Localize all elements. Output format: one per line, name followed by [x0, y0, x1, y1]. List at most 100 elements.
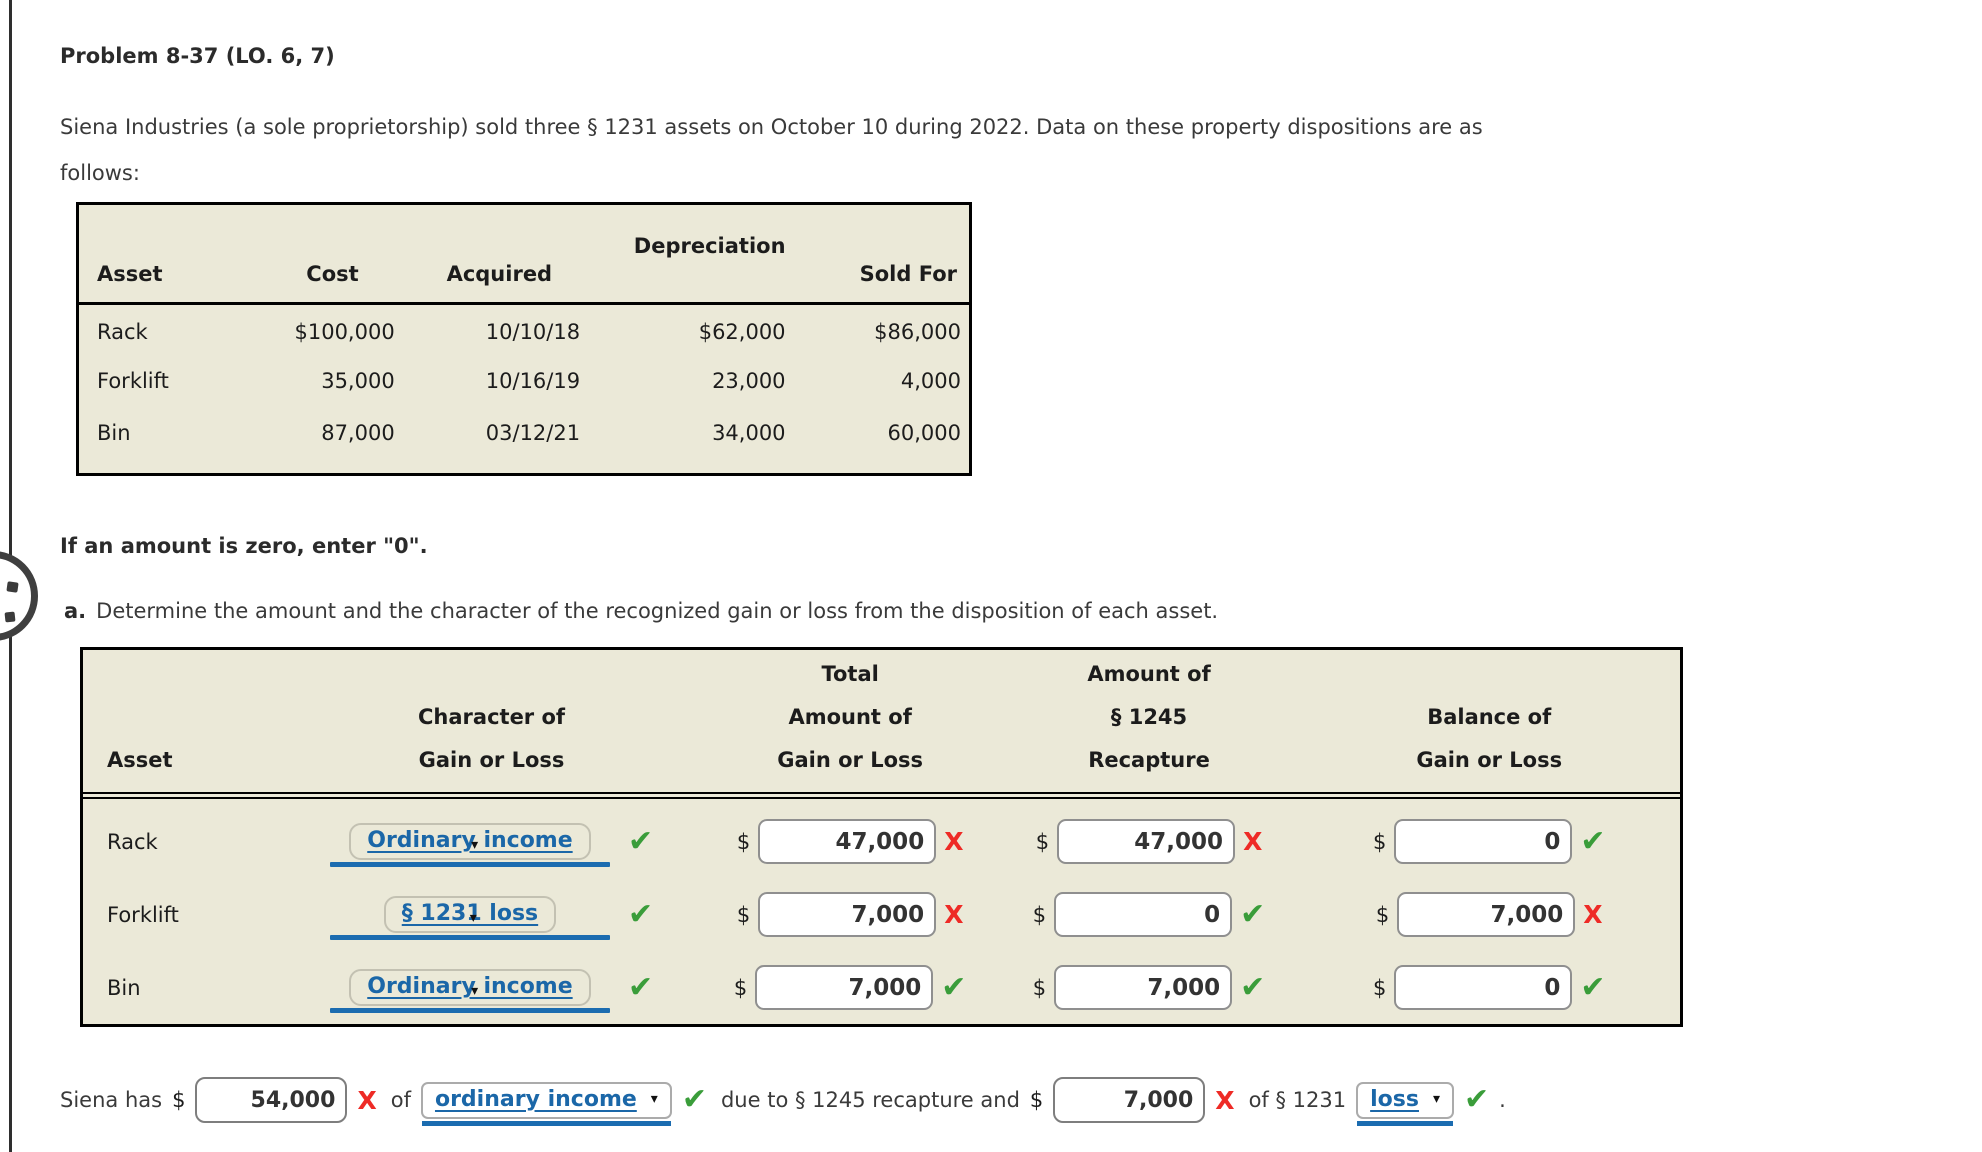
problem-intro: Siena Industries (a sole proprietorship)… — [60, 104, 1483, 196]
grade-mark-icon: ✔ — [627, 896, 654, 932]
data-table-header-row: Asset Cost Acquired Depreciation Sold Fo… — [79, 205, 969, 305]
dollar-sign: $ — [736, 902, 751, 927]
table-row: Bin 87,000 03/12/21 34,000 60,000 — [79, 407, 969, 459]
cell-cost: 87,000 — [321, 421, 395, 445]
recapture-input[interactable] — [1057, 819, 1236, 864]
loss-character-select[interactable]: loss ▾ — [1356, 1081, 1455, 1126]
cell-cost: 35,000 — [321, 369, 395, 393]
answer-row-bin: Bin Ordinary income ▾ ✔ $ ✔ — [83, 951, 1680, 1024]
part-a-prompt: a. Determine the amount and the character… — [64, 599, 1218, 623]
header-balance-of-gain-or-loss: Balance of Gain or Loss — [1416, 705, 1563, 772]
answer-table-header: Asset Character of Gain or Loss Total Am… — [83, 650, 1680, 799]
ordinary-income-amount-input[interactable] — [195, 1077, 348, 1123]
answer-table: Asset Character of Gain or Loss Total Am… — [80, 647, 1683, 1027]
cell-cost: $100,000 — [294, 319, 395, 344]
cell-asset: Rack — [97, 319, 148, 344]
cell-sold-for: $86,000 — [874, 319, 961, 344]
grade-mark-icon: ✔ — [1580, 823, 1606, 859]
character-select[interactable]: Ordinary income ▾ — [329, 823, 610, 867]
cell-asset: Forklift — [97, 369, 169, 393]
header-1245-recapture: Amount of § 1245 Recapture — [1087, 662, 1211, 772]
part-a-text: Determine the amount and the character o… — [96, 599, 1219, 623]
dollar-sign: $ — [1032, 975, 1047, 1000]
cell-asset: Bin — [97, 421, 131, 445]
problem-title: Problem 8-37 (LO. 6, 7) — [60, 44, 335, 68]
grade-mark-icon: X — [1243, 827, 1263, 856]
dollar-sign: $ — [1029, 1088, 1044, 1112]
character-select[interactable]: Ordinary income ▾ — [329, 969, 610, 1013]
header-character-of-gain-or-loss: Character of Gain or Loss — [418, 705, 566, 772]
total-gain-input[interactable] — [758, 892, 937, 937]
cell-depreciation: $62,000 — [698, 319, 786, 344]
dollar-sign: $ — [1372, 829, 1387, 854]
recapture-input[interactable] — [1054, 892, 1233, 937]
side-panel-toggle-icon[interactable] — [0, 551, 38, 641]
section-1231-amount-input[interactable] — [1053, 1077, 1206, 1123]
zero-instruction: If an amount is zero, enter "0". — [60, 534, 428, 558]
recapture-input[interactable] — [1054, 965, 1233, 1010]
row-label: Forklift — [107, 902, 179, 927]
grade-mark-icon: ✔ — [681, 1082, 707, 1117]
summary-middle: due to § 1245 recapture and — [720, 1088, 1020, 1112]
character-select[interactable]: § 1231 loss ▾ — [329, 896, 610, 940]
balance-input[interactable] — [1397, 892, 1576, 937]
intro-line: Siena Industries (a sole proprietorship)… — [60, 115, 1483, 139]
cell-acquired: 03/12/21 — [485, 421, 581, 445]
total-gain-input[interactable] — [755, 965, 934, 1010]
grade-mark-icon: ✔ — [1580, 969, 1606, 1005]
dollar-sign: $ — [1375, 902, 1390, 927]
row-label: Rack — [107, 829, 158, 854]
grade-mark-icon: X — [1583, 900, 1603, 929]
chevron-down-icon: ▾ — [471, 982, 479, 999]
cell-sold-for: 60,000 — [887, 421, 961, 445]
dollar-sign: $ — [736, 829, 751, 854]
grade-mark-icon: ✔ — [1464, 1082, 1490, 1117]
chevron-down-icon: ▾ — [1432, 1091, 1441, 1107]
answer-row-forklift: Forklift § 1231 loss ▾ ✔ $ X — [83, 878, 1680, 951]
chevron-down-icon: ▾ — [469, 909, 477, 926]
dollar-sign: $ — [172, 1088, 186, 1112]
cell-acquired: 10/10/18 — [485, 319, 581, 344]
grade-mark-icon: ✔ — [627, 969, 654, 1005]
cell-depreciation: 23,000 — [712, 369, 786, 393]
income-character-select[interactable]: ordinary income ▾ — [420, 1081, 672, 1126]
total-gain-input[interactable] — [758, 819, 937, 864]
balance-input[interactable] — [1394, 819, 1573, 864]
table-row: Forklift 35,000 10/16/19 23,000 4,000 — [79, 355, 969, 407]
dollar-sign: $ — [1372, 975, 1387, 1000]
table-row: Rack $100,000 10/10/18 $62,000 $86,000 — [79, 303, 969, 355]
row-label: Bin — [107, 975, 141, 1000]
dollar-sign: $ — [1035, 829, 1050, 854]
header-cost: Cost — [244, 205, 395, 305]
header-acquired: Acquired — [394, 205, 581, 305]
summary-sentence: Siena has $ X of ordinary income ▾ ✔ due… — [60, 1075, 1506, 1126]
summary-lead: Siena has — [60, 1088, 163, 1112]
grade-mark-icon: ✔ — [941, 969, 967, 1005]
chevron-down-icon: ▾ — [471, 836, 479, 853]
cell-depreciation: 34,000 — [712, 421, 786, 445]
part-a-label: a. — [64, 599, 87, 623]
header-asset: Asset — [79, 205, 245, 305]
header-total-amount-of-gain-or-loss: Total Amount of Gain or Loss — [777, 662, 924, 772]
summary-of: of — [390, 1088, 411, 1112]
header-asset: Asset — [107, 748, 173, 772]
summary-of-1231: of § 1231 — [1248, 1088, 1347, 1112]
grade-mark-icon: X — [944, 900, 964, 929]
cell-sold-for: 4,000 — [900, 369, 961, 393]
header-sold-for: Sold For — [785, 205, 969, 305]
summary-period: . — [1499, 1088, 1506, 1112]
dollar-sign: $ — [733, 975, 748, 1000]
intro-line: follows: — [60, 161, 140, 185]
grade-mark-icon: X — [1215, 1085, 1235, 1115]
answer-row-rack: Rack Ordinary income ▾ ✔ $ X — [83, 805, 1680, 878]
header-depreciation: Depreciation — [580, 205, 786, 305]
toggle-dot-icon — [4, 611, 16, 623]
chevron-down-icon: ▾ — [650, 1091, 658, 1107]
asset-data-table: Asset Cost Acquired Depreciation Sold Fo… — [76, 202, 972, 476]
balance-input[interactable] — [1394, 965, 1573, 1010]
cell-acquired: 10/16/19 — [485, 369, 581, 393]
answer-table-body: Rack Ordinary income ▾ ✔ $ X — [83, 799, 1680, 1024]
grade-mark-icon: ✔ — [1240, 896, 1266, 932]
grade-mark-icon: X — [944, 827, 964, 856]
